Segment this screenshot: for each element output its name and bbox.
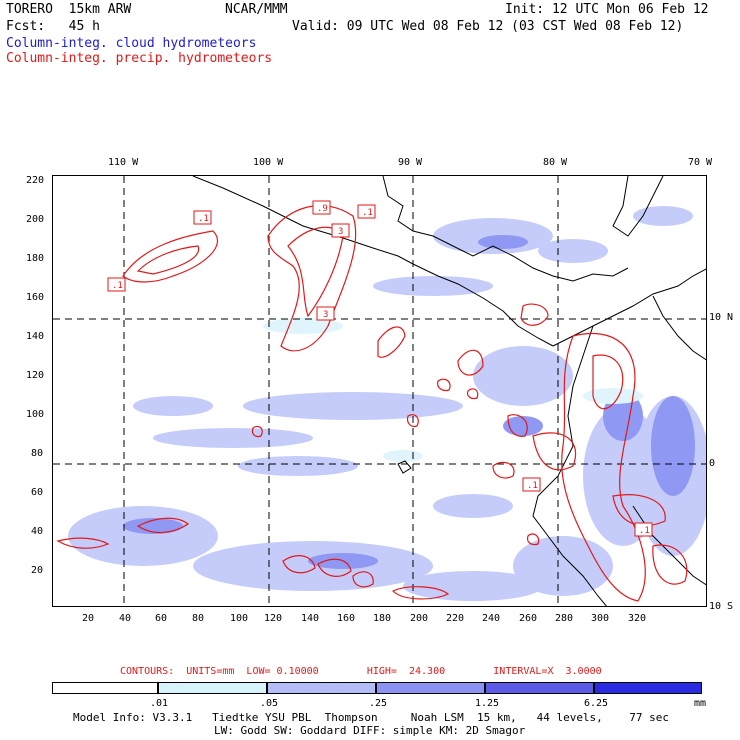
y-tick: 160 bbox=[26, 292, 45, 303]
map-panel: .1 .9 .1 .1 3 3 .1 .1 bbox=[52, 175, 707, 607]
valid-time: Valid: 09 UTC Wed 08 Feb 12 (03 CST Wed … bbox=[292, 19, 684, 34]
colorbar-label: .25 bbox=[369, 698, 388, 709]
x-tick: 320 bbox=[628, 613, 647, 624]
map-svg: .1 .9 .1 .1 3 3 .1 .1 bbox=[53, 176, 706, 606]
contour-label: 3 bbox=[338, 227, 343, 237]
contour-label: .1 bbox=[639, 526, 650, 536]
colorbar-seg-2 bbox=[267, 682, 376, 694]
x-tick: 60 bbox=[155, 613, 168, 624]
model-info-2: LW: Godd SW: Goddard DIFF: simple KM: 2D… bbox=[214, 724, 526, 737]
lat-label-10n: 10 N bbox=[709, 312, 734, 323]
lat-label-0: 0 bbox=[709, 458, 716, 469]
y-tick: 200 bbox=[26, 214, 45, 225]
y-tick: 220 bbox=[26, 175, 45, 186]
lon-label-90w: 90 W bbox=[398, 157, 423, 168]
colorbar-unit: mm bbox=[694, 698, 707, 709]
x-tick: 200 bbox=[410, 613, 429, 624]
colorbar-label: .05 bbox=[260, 698, 279, 709]
y-tick: 120 bbox=[26, 370, 45, 381]
forecast-hour: Fcst: 45 h bbox=[6, 19, 100, 34]
legend-cloud: Column-integ. cloud hydrometeors bbox=[6, 36, 257, 51]
legend-precip: Column-integ. precip. hydrometeors bbox=[6, 51, 273, 66]
y-tick: 40 bbox=[31, 526, 44, 537]
x-tick: 260 bbox=[519, 613, 538, 624]
colorbar-label: 1.25 bbox=[475, 698, 500, 709]
cloud-fields-faint bbox=[263, 318, 643, 462]
y-tick: 140 bbox=[26, 331, 45, 342]
x-tick: 280 bbox=[555, 613, 574, 624]
x-tick: 180 bbox=[373, 613, 392, 624]
model-info: Model Info: V3.3.1 Tiedtke YSU PBL Thomp… bbox=[73, 711, 670, 724]
contour-label: 3 bbox=[323, 310, 328, 320]
lon-label-110w: 110 W bbox=[108, 157, 139, 168]
contour-label: .9 bbox=[317, 204, 328, 214]
y-tick: 20 bbox=[31, 565, 44, 576]
colorbar-seg-3 bbox=[376, 682, 485, 694]
contours-info: CONTOURS: UNITS=mm LOW= 0.10000 HIGH= 24… bbox=[120, 666, 602, 677]
x-tick: 140 bbox=[301, 613, 320, 624]
colorbar-seg-4 bbox=[485, 682, 594, 694]
contour-label: .1 bbox=[112, 281, 123, 291]
x-tick: 120 bbox=[264, 613, 283, 624]
lon-label-100w: 100 W bbox=[253, 157, 284, 168]
lat-lon-grid bbox=[53, 176, 706, 606]
y-tick: 180 bbox=[26, 253, 45, 264]
y-tick: 80 bbox=[31, 448, 44, 459]
colorbar-seg-0 bbox=[52, 682, 158, 694]
x-tick: 300 bbox=[591, 613, 610, 624]
colorbar-label: 6.25 bbox=[584, 698, 609, 709]
y-tick: 100 bbox=[26, 409, 45, 420]
colorbar-seg-1 bbox=[158, 682, 267, 694]
x-tick: 240 bbox=[482, 613, 501, 624]
contour-label: .1 bbox=[527, 481, 538, 491]
colorbar-seg-5 bbox=[594, 682, 702, 694]
x-tick: 160 bbox=[337, 613, 356, 624]
x-tick: 220 bbox=[446, 613, 465, 624]
x-tick: 40 bbox=[119, 613, 132, 624]
lon-label-80w: 80 W bbox=[543, 157, 568, 168]
x-tick: 80 bbox=[192, 613, 205, 624]
contour-label-boxes bbox=[107, 200, 653, 537]
x-tick: 20 bbox=[82, 613, 95, 624]
cloud-fields-light bbox=[68, 206, 706, 601]
precip-contours bbox=[56, 205, 688, 602]
model-title: TORERO 15km ARW bbox=[6, 2, 132, 17]
y-tick: 60 bbox=[31, 487, 44, 498]
lon-label-70w: 70 W bbox=[688, 157, 713, 168]
lat-label-10s: 10 S bbox=[709, 601, 734, 612]
x-tick: 100 bbox=[230, 613, 249, 624]
contour-label: .1 bbox=[362, 208, 373, 218]
contour-label: .1 bbox=[198, 214, 209, 224]
colorbar-label: .01 bbox=[150, 698, 169, 709]
init-time: Init: 12 UTC Mon 06 Feb 12 bbox=[505, 2, 709, 17]
org-label: NCAR/MMM bbox=[225, 2, 288, 17]
contour-label-texts: .1 .9 .1 .1 3 3 .1 .1 bbox=[112, 204, 650, 536]
